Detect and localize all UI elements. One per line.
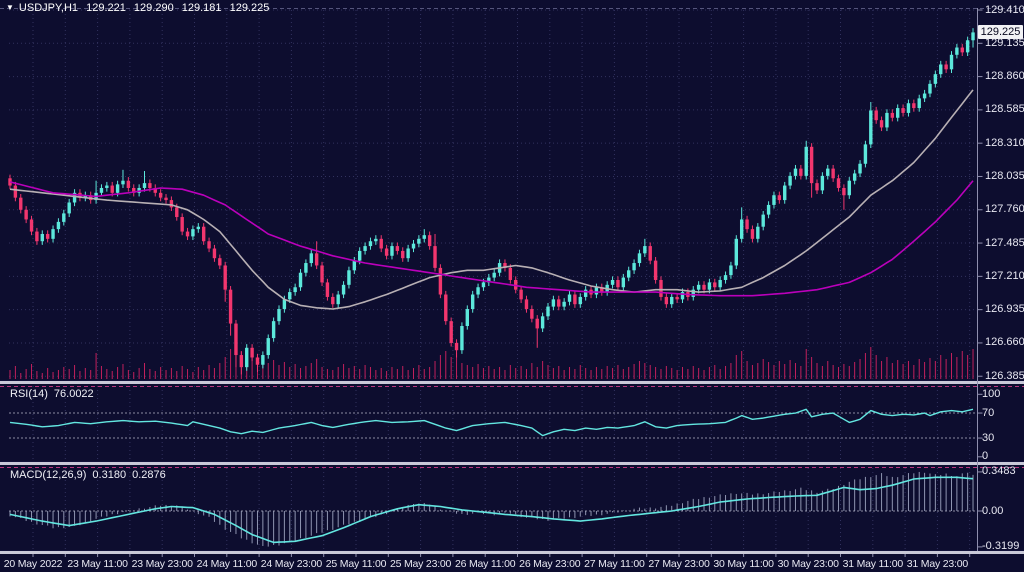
time-axis-label: 27 May 11:00: [584, 558, 645, 570]
price-axis-label: 128.035: [985, 169, 1024, 182]
price-axis-label: 128.585: [985, 103, 1024, 116]
price-axis-label: 127.485: [985, 236, 1024, 249]
rsi-axis-label: 100: [982, 387, 1001, 400]
current-price-tag: 129.225: [978, 25, 1023, 39]
time-axis-label: 23 May 11:00: [67, 558, 128, 570]
macd-signal-value: 0.2876: [132, 469, 166, 481]
chart-title: ▼ USDJPY,H1 129.221 129.290 129.181 129.2…: [6, 2, 274, 14]
ohlc-open-value: 129.221: [86, 2, 126, 14]
candles-layer: [8, 28, 975, 375]
price-axis-label: 128.310: [985, 136, 1024, 149]
ohlc-high-value: 129.290: [133, 2, 174, 14]
price-axis-label: 127.210: [985, 269, 1024, 282]
price-axis-label: 127.760: [985, 203, 1024, 216]
ohlc-close-value: 129.225: [229, 2, 270, 14]
price-axis-label: 128.860: [985, 70, 1024, 83]
time-axis-label: 20 May 2022: [3, 558, 63, 570]
ma-slow-line: [9, 180, 974, 297]
time-axis-label: 25 May 11:00: [325, 558, 387, 570]
rsi-name: RSI(14): [10, 388, 48, 400]
ma-fast-line: [9, 89, 974, 310]
rsi-pane: [9, 408, 976, 439]
time-axis-label: 27 May 23:00: [648, 558, 710, 570]
rsi-axis-label: 0: [982, 450, 989, 463]
volume-histogram: [9, 345, 974, 379]
time-axis-label: 26 May 23:00: [519, 558, 581, 570]
time-axis-label: 31 May 11:00: [842, 558, 904, 570]
macd-axis-label: 0.00: [982, 504, 1004, 517]
macd-axis-label: -0.3199: [982, 540, 1020, 553]
time-axis-label: 26 May 11:00: [454, 558, 516, 570]
rsi-axis-label: 70: [982, 406, 995, 419]
rsi-line: [9, 408, 974, 437]
frame-and-separators: [0, 8, 1024, 557]
price-axis-label: 126.660: [985, 336, 1024, 349]
symbol-timeframe-label: USDJPY,H1: [18, 2, 79, 14]
rsi-axis-label: 30: [982, 431, 995, 444]
time-axis-label: 23 May 23:00: [131, 558, 193, 570]
price-axis-label: 129.410: [985, 3, 1024, 16]
time-axis-label: 24 May 11:00: [196, 558, 258, 570]
rsi-value: 76.0022: [53, 388, 94, 400]
time-axis-label: 24 May 23:00: [260, 558, 323, 570]
macd-signal-line: [9, 476, 974, 544]
macd-pane: [9, 471, 976, 547]
price-axis-label: 126.935: [985, 303, 1024, 316]
time-axis-label: 25 May 23:00: [389, 558, 452, 570]
macd-main-value: 0.3180: [92, 469, 127, 481]
price-axis-label: 129.135: [985, 36, 1024, 49]
time-axis-label: 30 May 11:00: [713, 558, 774, 570]
macd-indicator-label: MACD(12,26,9) 0.3180 0.2876: [10, 469, 172, 481]
ohlc-low-value: 129.181: [181, 2, 222, 14]
time-axis-label: 30 May 23:00: [777, 558, 839, 570]
price-axis-label: 126.385: [985, 369, 1024, 382]
time-axis-label: 31 May 23:00: [906, 558, 969, 570]
macd-name: MACD(12,26,9): [10, 469, 87, 481]
rsi-indicator-label: RSI(14) 76.0022: [10, 388, 100, 400]
chart-dropdown-icon[interactable]: ▼: [6, 3, 14, 12]
macd-axis-label: 0.3483: [982, 465, 1016, 478]
